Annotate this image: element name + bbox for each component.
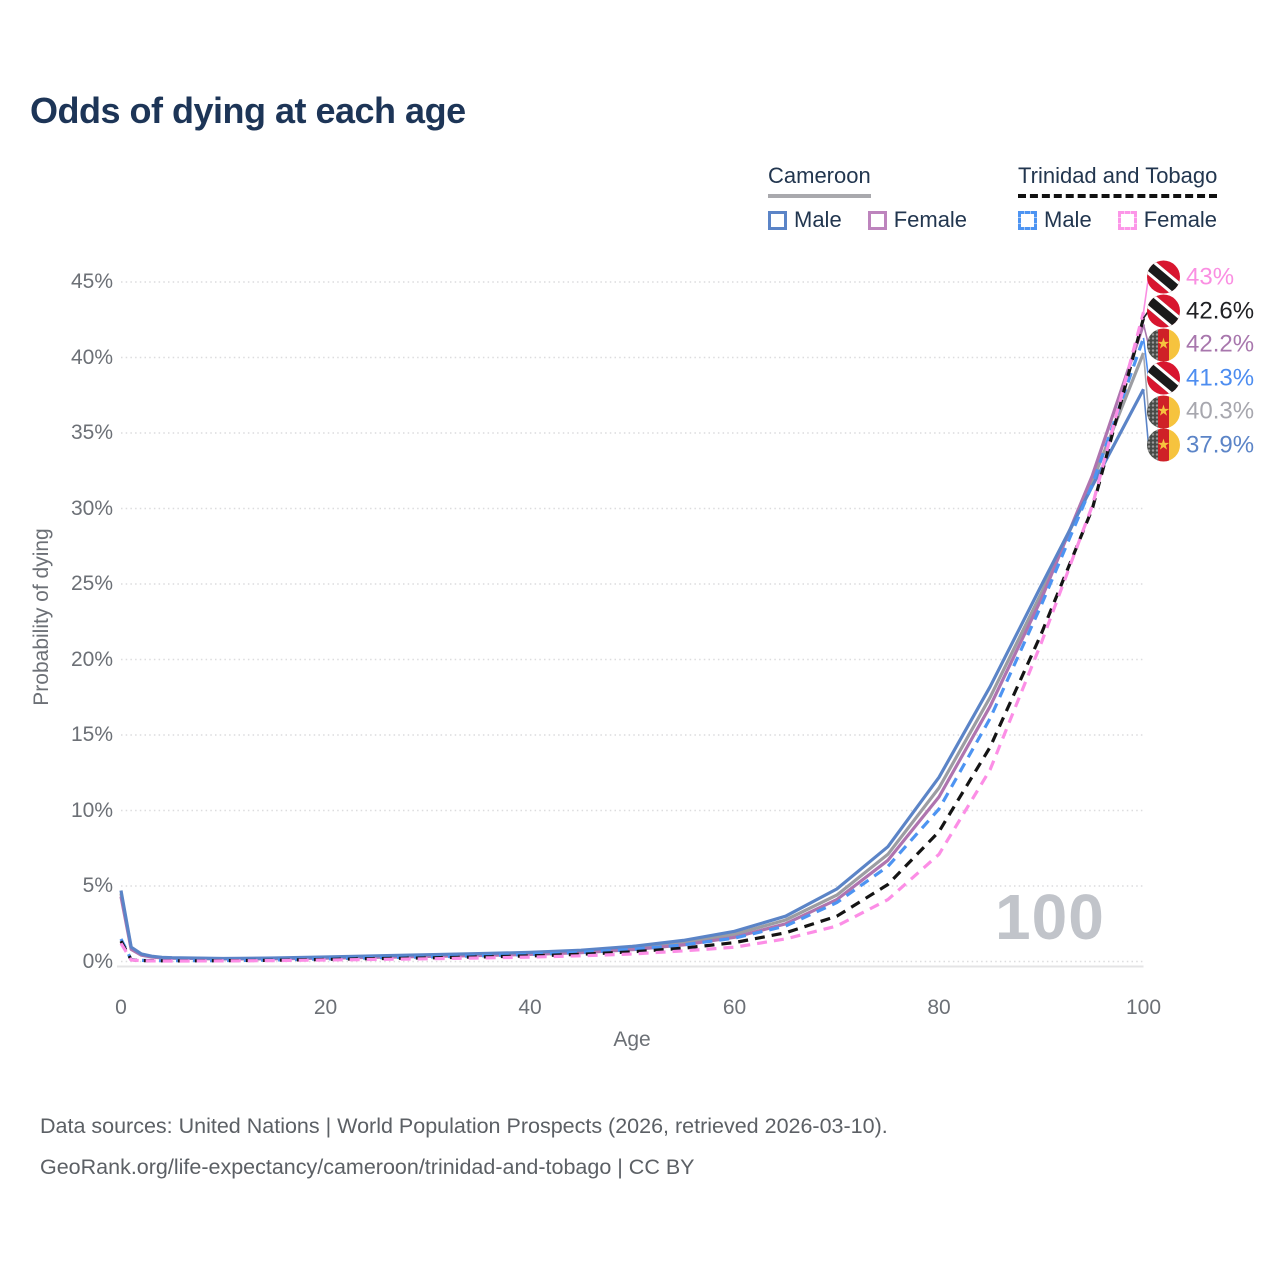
x-tick-label: 0 [115,996,127,1019]
footer-attribution: Data sources: United Nations | World Pop… [40,1106,888,1188]
x-tick-label: 80 [927,996,951,1019]
series-line-tt-male [119,337,1146,963]
legend-item-trinidad-male[interactable]: Male [1018,207,1092,233]
end-label-tt-female: 43% [1147,260,1235,294]
legend-item-cameroon-male[interactable]: Male [768,207,842,233]
x-tick-label: 20 [313,996,338,1019]
y-tick-label: 20% [70,647,113,671]
cameroon-flag-icon: ★ [1147,428,1180,462]
x-tick-label: 100 [1125,996,1162,1019]
end-label-value: 41.3% [1186,364,1255,391]
trinidad-and-tobago-flag-icon [1147,260,1180,294]
end-label-cm-female: ★ 42.2% [1147,328,1254,361]
legend-label: Male [1044,207,1092,232]
series-line-cm-both [119,352,1145,961]
series-line-cm-male [119,388,1145,961]
y-tick-label: 45% [70,270,113,293]
end-label-tt-male: 41.3% [1147,361,1255,395]
end-label-cm-both: ★ 40.3% [1147,395,1254,428]
y-tick-label: 0% [82,949,113,973]
trinidad-male-swatch-icon [1018,210,1037,230]
y-tick-label: 15% [70,723,113,746]
cameroon-female-swatch-icon [867,210,887,230]
cameroon-flag-icon: ★ [1147,395,1180,428]
y-tick-label: 5% [82,874,113,897]
series-line-tt-female [119,311,1146,963]
y-tick-label: 30% [70,496,113,520]
x-tick-label: 40 [518,996,542,1019]
trinidad-and-tobago-flag-icon [1147,361,1180,395]
age-watermark: 100 [995,881,1105,953]
end-label-value: 42.2% [1186,330,1255,358]
footer-data-sources: Data sources: United Nations | World Pop… [40,1114,888,1138]
cameroon-flag-icon: ★ [1147,328,1180,361]
trinidad-female-swatch-icon [1117,210,1137,230]
y-tick-label: 35% [70,421,113,444]
y-tick-label: 40% [70,345,113,369]
end-label-value: 37.9% [1186,431,1255,458]
legend-item-trinidad-female[interactable]: Female [1117,207,1218,233]
x-axis-title: Age [613,1028,651,1051]
y-axis-title: Probability of dying [30,528,53,706]
footer-url: GeoRank.org/life-expectancy/cameroon/tri… [40,1155,695,1179]
legend-label: Female [1143,207,1218,232]
trinidad-and-tobago-flag-icon [1147,294,1180,328]
legend-group-cameroon: Cameroon Male Female [768,163,967,233]
legend-label: Female [893,207,968,232]
series-line-tt-both [119,317,1146,963]
legend-label: Male [794,207,842,232]
end-label-tt-both: 42.6% [1147,294,1255,328]
legend-country-trinidad-and-tobago: Trinidad and Tobago [1018,163,1218,198]
end-label-value: 40.3% [1186,397,1255,425]
legend-item-cameroon-female[interactable]: Female [867,207,968,233]
legend-country-cameroon: Cameroon [768,163,871,198]
cameroon-male-swatch-icon [768,210,787,230]
y-tick-label: 25% [70,572,113,595]
end-label-value: 43% [1186,263,1235,290]
end-label-value: 42.6% [1186,297,1255,324]
x-tick-label: 60 [722,996,747,1019]
y-tick-label: 10% [70,798,113,822]
series-line-cm-female [119,323,1146,961]
chart-title: Odds of dying at each age [30,90,466,131]
legend-group-trinidad-and-tobago: Trinidad and Tobago Male Female [1018,163,1218,233]
end-label-cm-male: ★ 37.9% [1147,428,1255,462]
